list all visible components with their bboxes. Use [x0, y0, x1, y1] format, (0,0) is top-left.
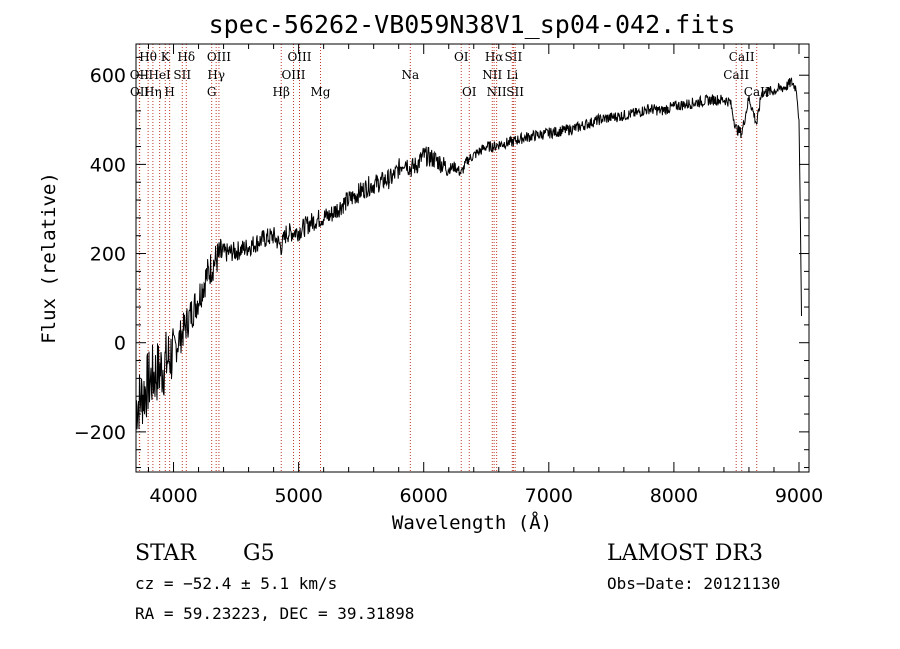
spectral-line-label: HeI	[148, 68, 171, 82]
y-tick-label: 0	[114, 333, 126, 355]
spectral-line-label: Hβ	[273, 85, 290, 99]
chart-title: spec-56262-VB059N38V1_sp04-042.fits	[209, 10, 736, 39]
spectral-line-label: Hθ	[139, 50, 157, 64]
spectral-line-label: Hη	[144, 85, 162, 99]
y-tick-label: 400	[90, 154, 126, 176]
spectral-line-label: Hγ	[207, 68, 225, 82]
y-tick-label: 200	[90, 244, 126, 266]
spectral-line-label: SII	[505, 50, 523, 64]
spectral-line-label: OII	[130, 85, 150, 99]
spectral-line-label: OIII	[287, 50, 311, 64]
x-tick-label: 4000	[149, 485, 197, 507]
object-class: STAR	[135, 541, 197, 566]
redshift-cz: cz = −52.4 ± 5.1 km/s	[135, 574, 337, 593]
spectral-line-label: OIII	[281, 68, 305, 82]
spectral-line-label: OI	[462, 85, 477, 99]
x-tick-label: 9000	[775, 485, 823, 507]
spectrum-series	[135, 77, 802, 430]
spectral-line-label: Hα	[485, 50, 504, 64]
spectral-line-label: NII	[487, 85, 507, 99]
spectral-line-label: SII	[173, 68, 191, 82]
spectral-line-label: Li	[506, 68, 518, 82]
x-tick-label: 7000	[525, 485, 573, 507]
plot-frame	[135, 43, 810, 473]
spectral-line-label: H	[164, 85, 174, 99]
axis-ticks: 4000 5000 6000 7000 8000 9000 −200 0 200 400 600	[74, 44, 823, 507]
object-subclass: G5	[243, 541, 275, 566]
x-axis-label: Wavelength (Å)	[392, 511, 552, 534]
spectral-line-label: G	[207, 85, 217, 99]
observation-date: Obs−Date: 20121130	[607, 574, 780, 593]
spectral-line-label: CaII	[723, 68, 749, 82]
spectral-line-label: Hδ	[177, 50, 195, 64]
y-tick-label: 600	[90, 65, 126, 87]
spectral-line-label: OI	[454, 50, 469, 64]
x-tick-label: 6000	[400, 485, 448, 507]
spectral-line-label: CaII	[729, 50, 755, 64]
spectral-line-label: Na	[402, 68, 420, 82]
spectral-line-label: OIII	[207, 50, 231, 64]
x-tick-label: 5000	[274, 485, 322, 507]
y-tick-label: −200	[74, 422, 126, 444]
ra-dec: RA = 59.23223, DEC = 39.31898	[135, 604, 414, 623]
spectral-line-label: SII	[506, 85, 524, 99]
spectrum-line	[135, 77, 802, 430]
y-axis-label: Flux (relative)	[38, 172, 60, 344]
spectral-line-label: K	[161, 50, 171, 64]
spectral-line-label: Mg	[311, 85, 331, 99]
spectral-line-label: NII	[482, 68, 502, 82]
survey-name: LAMOST DR3	[607, 541, 763, 566]
x-tick-label: 8000	[650, 485, 698, 507]
